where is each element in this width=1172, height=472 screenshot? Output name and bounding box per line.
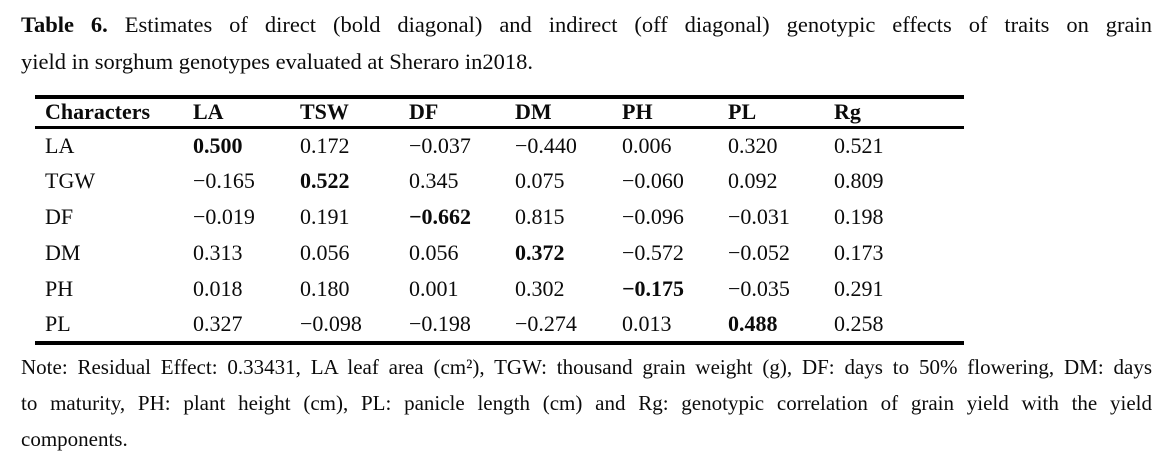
table-number-label: Table 6. <box>21 12 108 37</box>
table-row-df: DF −0.019 0.191 −0.662 0.815 −0.096 −0.0… <box>35 199 964 235</box>
cell: 0.198 <box>834 204 884 229</box>
genotypic-effects-table: Characters LA TSW DF DM PH PL Rg LA 0.50… <box>35 95 964 345</box>
table-row-la: LA 0.500 0.172 −0.037 −0.440 0.006 0.320… <box>35 127 964 163</box>
column-header-df: DF <box>409 99 439 125</box>
cell: −0.165 <box>193 168 255 193</box>
cell: −0.037 <box>409 132 471 158</box>
cell: 0.815 <box>515 204 565 229</box>
cell: 0.809 <box>834 168 884 193</box>
cell: 0.056 <box>409 240 459 265</box>
cell: 0.173 <box>834 240 884 265</box>
row-label-df: DF <box>45 204 74 229</box>
caption-line-1: Table 6. Estimates of direct (bold diago… <box>21 6 1152 43</box>
caption-line-2: yield in sorghum genotypes evaluated at … <box>21 49 533 74</box>
cell: −0.572 <box>622 240 684 265</box>
row-label-la: LA <box>45 132 75 158</box>
cell: −0.098 <box>300 311 362 336</box>
column-header-pl: PL <box>728 99 757 125</box>
cell: 0.345 <box>409 168 459 193</box>
cell: 0.056 <box>300 240 350 265</box>
column-header-characters: Characters <box>45 99 151 125</box>
cell: −0.440 <box>515 132 577 158</box>
cell: 0.172 <box>300 132 350 158</box>
cell: 0.522 <box>300 168 350 193</box>
cell: −0.060 <box>622 168 684 193</box>
cell: −0.052 <box>728 240 790 265</box>
cell: 0.001 <box>409 276 459 301</box>
cell: −0.019 <box>193 204 255 229</box>
table-row-dm: DM 0.313 0.056 0.056 0.372 −0.572 −0.052… <box>35 235 964 271</box>
caption-text: Estimates of direct (bold diagonal) and … <box>124 12 1153 37</box>
footnote-line-1: Note: Residual Effect: 0.33431, LA leaf … <box>21 355 1152 379</box>
cell: 0.488 <box>728 311 778 336</box>
cell: −0.198 <box>409 311 471 336</box>
cell: −0.274 <box>515 311 577 336</box>
cell: −0.035 <box>728 276 790 301</box>
cell: 0.302 <box>515 276 565 301</box>
cell: 0.258 <box>834 311 884 336</box>
cell: 0.291 <box>834 276 884 301</box>
cell: 0.327 <box>193 311 243 336</box>
footnote-line-3: components. <box>21 427 128 451</box>
table-row-ph: PH 0.018 0.180 0.001 0.302 −0.175 −0.035… <box>35 271 964 307</box>
table-caption: Table 6. Estimates of direct (bold diago… <box>21 6 1152 80</box>
cell: −0.662 <box>409 204 472 229</box>
table-footnote: Note: Residual Effect: 0.33431, LA leaf … <box>21 349 1152 457</box>
column-header-la: LA <box>193 99 224 125</box>
cell: 0.372 <box>515 240 565 265</box>
cell: 0.521 <box>834 132 884 158</box>
cell: −0.175 <box>622 276 685 301</box>
cell: 0.320 <box>728 132 778 158</box>
table-row-tgw: TGW −0.165 0.522 0.345 0.075 −0.060 0.09… <box>35 163 964 199</box>
column-header-dm: DM <box>515 99 552 125</box>
column-header-tsw: TSW <box>300 99 349 125</box>
column-header-rg: Rg <box>834 99 861 125</box>
cell: 0.075 <box>515 168 565 193</box>
cell: −0.031 <box>728 204 790 229</box>
cell: 0.313 <box>193 240 243 265</box>
cell: 0.500 <box>193 132 243 158</box>
cell: 0.018 <box>193 276 243 301</box>
row-label-pl: PL <box>45 311 71 336</box>
paper-page: Table 6. Estimates of direct (bold diago… <box>21 6 1152 457</box>
table-row-pl: PL 0.327 −0.098 −0.198 −0.274 0.013 0.48… <box>35 307 964 343</box>
row-label-dm: DM <box>45 240 81 265</box>
cell: 0.013 <box>622 311 672 336</box>
row-label-ph: PH <box>45 276 74 301</box>
footnote-line-2: to maturity, PH: plant height (cm), PL: … <box>21 391 1152 415</box>
cell: 0.180 <box>300 276 350 301</box>
cell: 0.191 <box>300 204 350 229</box>
row-label-tgw: TGW <box>45 168 96 193</box>
cell: 0.092 <box>728 168 778 193</box>
cell: −0.096 <box>622 204 684 229</box>
header-row: Characters LA TSW DF DM PH PL Rg <box>35 97 964 127</box>
column-header-ph: PH <box>622 99 653 125</box>
cell: 0.006 <box>622 132 672 158</box>
